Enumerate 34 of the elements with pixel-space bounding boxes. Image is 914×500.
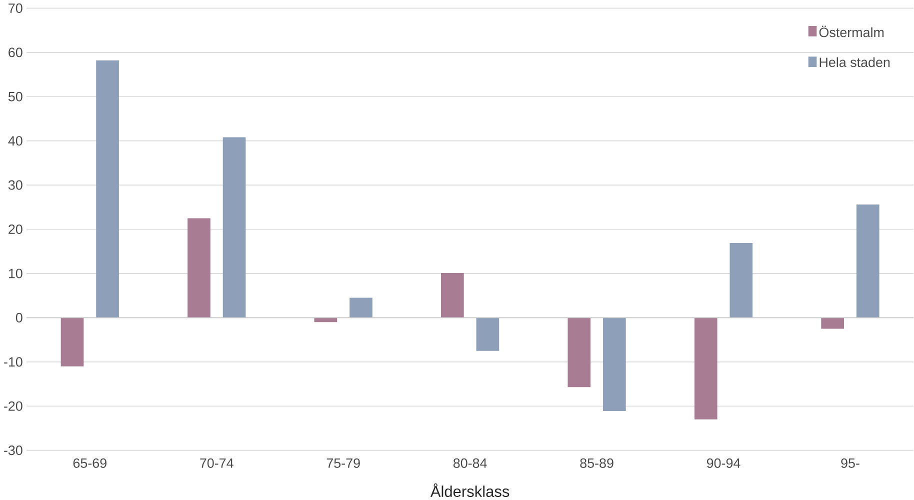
y-tick-label: 50: [8, 92, 22, 102]
bar: [476, 317, 500, 351]
bar: [60, 317, 84, 366]
y-tick-label: -20: [4, 401, 22, 411]
bar: [856, 204, 880, 318]
bar: [694, 317, 718, 420]
x-tick-label: 95-: [841, 458, 860, 468]
x-axis-title: Åldersklass: [430, 483, 510, 497]
y-tick-label: 40: [8, 136, 22, 146]
bar: [730, 242, 753, 318]
bar: [96, 60, 119, 318]
x-tick-label: 90-94: [706, 458, 740, 468]
y-tick-label: 30: [8, 180, 22, 190]
bar: [188, 218, 210, 318]
y-tick-label: 10: [8, 268, 22, 278]
y-tick-label: -10: [4, 356, 22, 366]
y-tick-label: 0: [16, 312, 22, 322]
y-tick-label: 60: [8, 47, 22, 57]
bar: [568, 317, 591, 387]
bar: [441, 272, 464, 318]
bar: [821, 317, 844, 329]
x-tick-label: 65-69: [73, 458, 106, 468]
x-tick-label: 70-74: [200, 458, 234, 468]
legend-label: Östermalm: [819, 26, 884, 37]
x-tick-label: 80-84: [453, 458, 487, 468]
y-tick-label: 20: [8, 224, 22, 234]
x-tick-label: 85-89: [580, 458, 614, 468]
bar: [603, 317, 626, 411]
x-tick-label: 75-79: [326, 458, 360, 468]
bar: [222, 137, 246, 318]
y-tick-label: -30: [4, 445, 22, 455]
y-tick-label: 70: [8, 3, 22, 13]
bar: [350, 298, 372, 318]
legend-label: Hela staden: [820, 56, 890, 67]
